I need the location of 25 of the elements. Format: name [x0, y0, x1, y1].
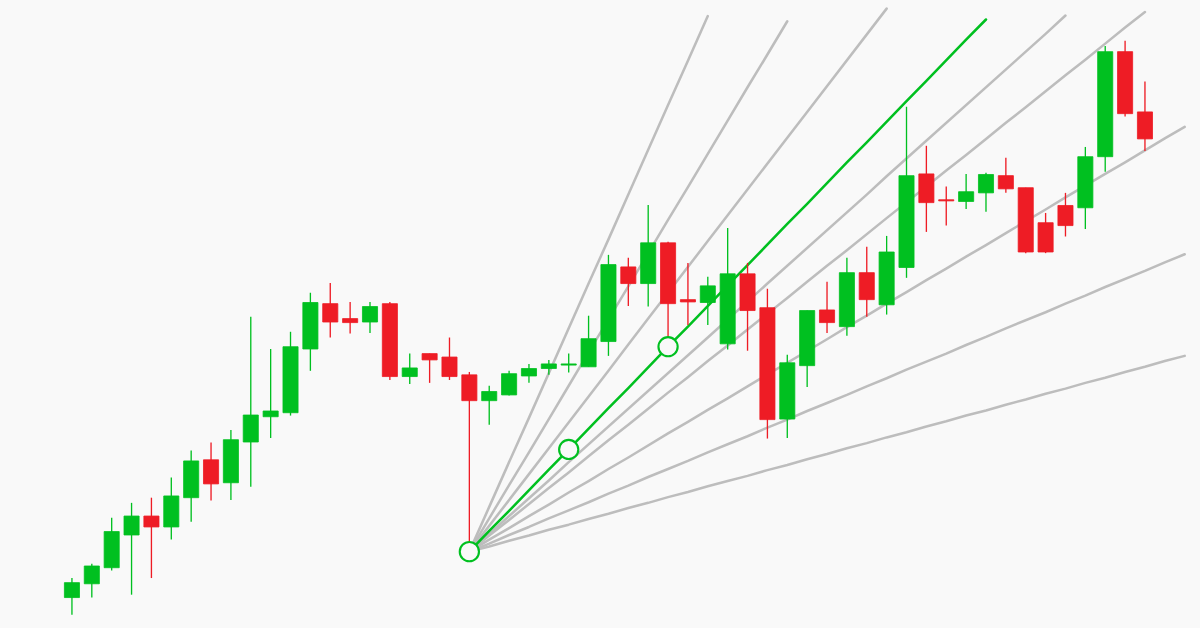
- candlestick: [481, 385, 498, 426]
- candlestick: [521, 363, 537, 384]
- candlestick: [958, 173, 975, 210]
- candlestick: [501, 370, 518, 397]
- candlestick: [421, 352, 438, 384]
- candlestick: [342, 301, 359, 335]
- candlestick: [620, 257, 637, 307]
- candlestick: [978, 172, 994, 213]
- candlestick: [322, 282, 339, 339]
- candlestick: [540, 359, 557, 376]
- candlestick: [362, 301, 378, 334]
- candlestick: [819, 281, 835, 334]
- candlestick: [83, 563, 100, 599]
- candlestick: [63, 577, 80, 616]
- candlestick: [123, 502, 140, 596]
- candlestick: [441, 336, 458, 381]
- candlestick: [679, 262, 696, 326]
- candlestick: [1057, 192, 1074, 238]
- candlestick: [560, 352, 577, 374]
- candlestick: [262, 348, 279, 439]
- candlestick: [699, 276, 716, 326]
- candlestick: [938, 185, 955, 227]
- candlestick: [143, 497, 160, 579]
- candlestick: [401, 352, 418, 385]
- candlestick: [997, 157, 1014, 194]
